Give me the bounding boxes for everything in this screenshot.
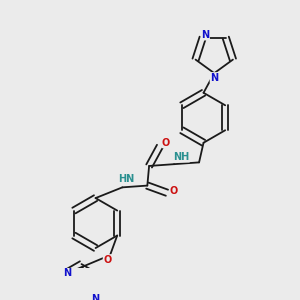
Text: O: O <box>170 186 178 196</box>
Text: HN: HN <box>118 174 134 184</box>
Text: N: N <box>210 73 218 82</box>
Text: O: O <box>162 138 170 148</box>
Text: N: N <box>92 294 100 300</box>
Text: N: N <box>201 30 209 40</box>
Text: N: N <box>64 268 72 278</box>
Text: NH: NH <box>173 152 189 162</box>
Text: O: O <box>103 255 112 265</box>
